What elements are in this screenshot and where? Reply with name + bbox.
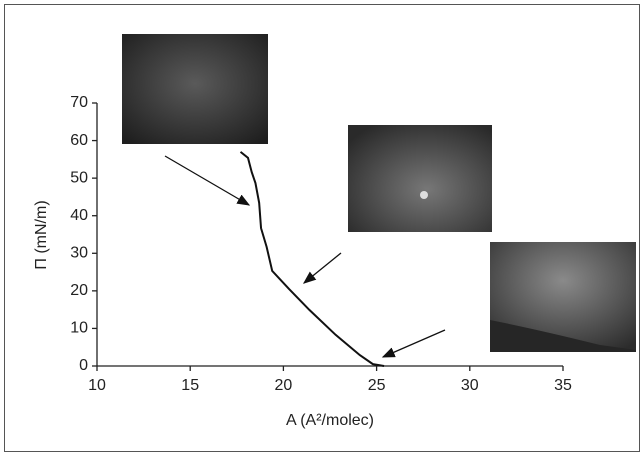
isotherm-line: [239, 151, 385, 367]
x-tick-label: 20: [275, 377, 293, 394]
micrograph-spot: [420, 191, 428, 199]
arrow: [164, 155, 251, 206]
y-tick-label: 50: [70, 169, 88, 186]
x-axis-label: A (A²/molec): [286, 412, 374, 429]
micrograph-shadow: [490, 320, 636, 352]
x-tick-label: 35: [554, 377, 572, 394]
frame: [4, 4, 640, 452]
y-tick-label: 40: [70, 207, 88, 224]
y-tick-label: 30: [70, 245, 88, 262]
x-tick-label: 10: [88, 377, 106, 394]
x-tick-label: 15: [181, 377, 199, 394]
y-tick-label: 0: [79, 357, 88, 374]
arrow: [302, 252, 342, 284]
y-axis-label: Π (mN/m): [33, 200, 50, 269]
x-tick-label: 25: [368, 377, 386, 394]
micrograph: [122, 34, 268, 144]
y-tick-label: 60: [70, 132, 88, 149]
x-tick-label: 30: [461, 377, 479, 394]
arrow: [381, 329, 446, 358]
y-tick-label: 10: [70, 320, 88, 337]
y-tick-label: 20: [70, 282, 88, 299]
micrograph: [348, 125, 492, 232]
y-tick-label: 70: [70, 94, 88, 111]
